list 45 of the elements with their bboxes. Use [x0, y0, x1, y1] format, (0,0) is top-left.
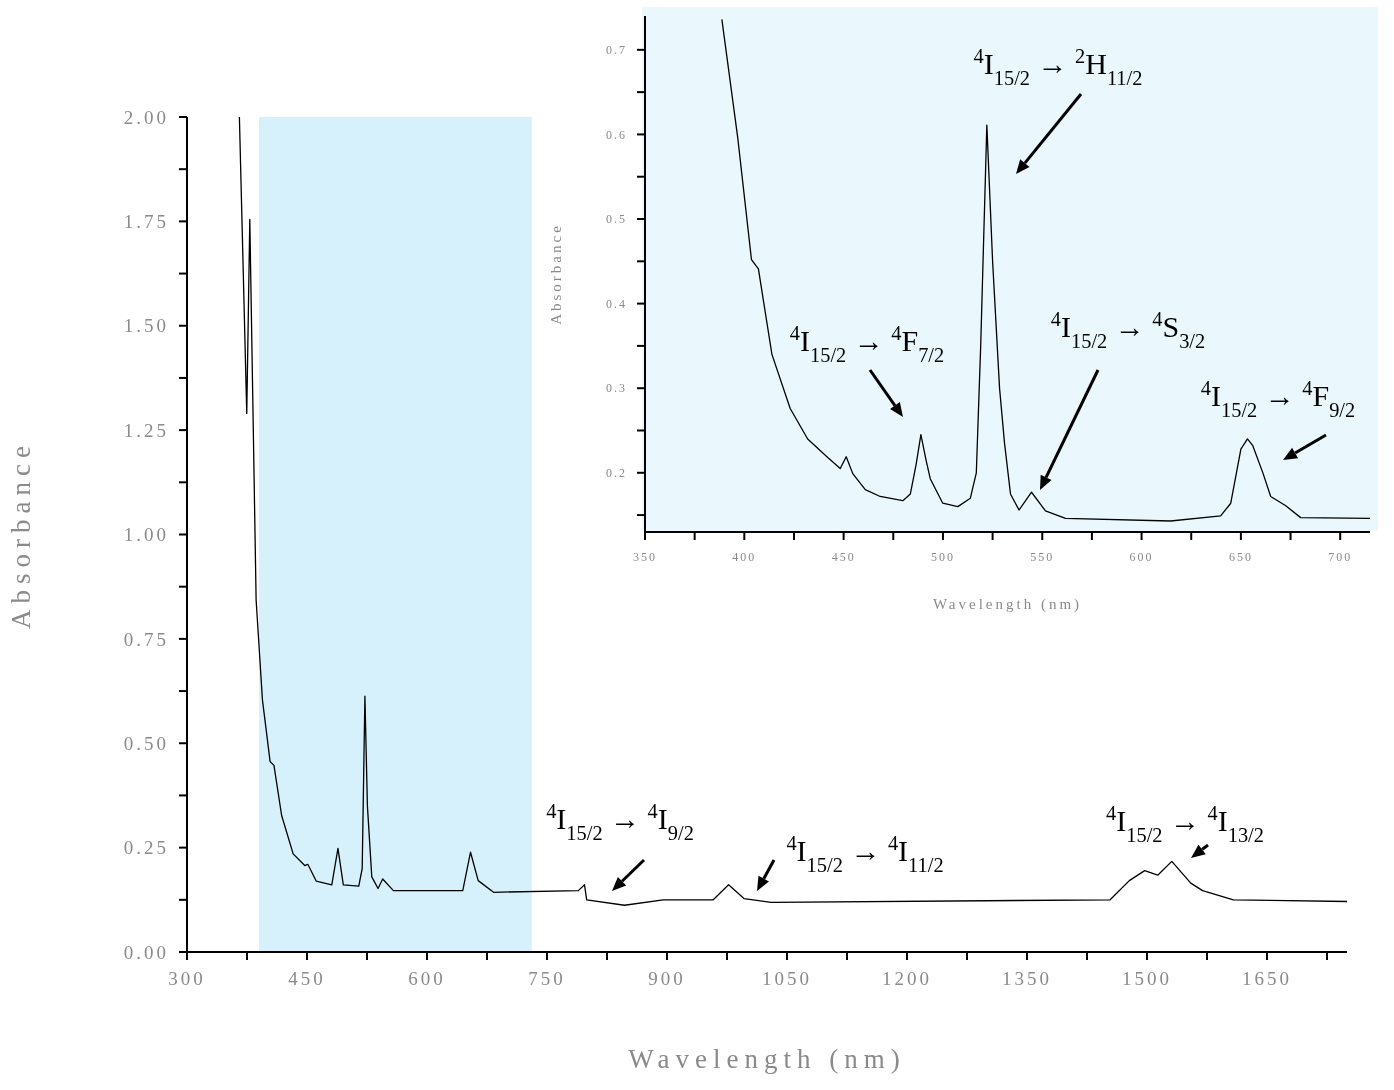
annotation: $^{4}$I$_{15/2}$ → $^{4}$F$_{7/2}$: [789, 322, 945, 366]
line-series: [721, 18, 1370, 522]
x-tick-label: 300: [168, 968, 206, 990]
x-tick-label: 600: [408, 968, 446, 990]
y-axis-title: Absorbance: [5, 440, 36, 629]
y-tick-label: 1.75: [123, 211, 169, 233]
y-tick-label: 0.3: [606, 381, 627, 396]
x-tick-label: 1500: [1122, 968, 1172, 990]
y-tick-label: 0.75: [123, 628, 169, 650]
x-tick-label: 750: [528, 968, 566, 990]
y-tick-label: 1.00: [123, 524, 169, 546]
y-tick-label: 1.25: [123, 419, 169, 441]
y-tick-label: 0.50: [123, 732, 169, 754]
y-tick-label: 0.4: [606, 296, 627, 311]
y-tick-label: 0.5: [606, 212, 627, 227]
annotation: $^{4}$I$_{15/2}$ → $^{4}$I$_{9/2}$: [546, 800, 694, 844]
y-tick-label: 1.50: [123, 315, 169, 337]
x-tick-label: 650: [1228, 549, 1253, 564]
x-tick-label: 450: [288, 968, 326, 990]
x-tick-label: 400: [732, 549, 757, 564]
annotation: $^{4}$I$_{15/2}$ → $^{4}$I$_{13/2}$: [1106, 802, 1264, 846]
x-axis-title: Wavelength (nm): [628, 1044, 906, 1074]
x-tick-label: 450: [831, 549, 856, 564]
x-tick-label: 1350: [1002, 968, 1052, 990]
x-tick-label: 500: [930, 549, 955, 564]
annotation: $^{4}$I$_{15/2}$ → $^{4}$F$_{9/2}$: [1200, 377, 1356, 421]
y-tick-label: 0.00: [123, 941, 169, 963]
x-axis-title: Wavelength (nm): [932, 596, 1083, 613]
x-tick-label: 700: [1328, 549, 1353, 564]
y-tick-label: 0.6: [606, 127, 627, 142]
x-tick-label: 350: [633, 549, 657, 564]
y-tick-label: 0.25: [123, 837, 169, 859]
y-tick-label: 0.7: [606, 43, 627, 58]
annotation: $^{4}$I$_{15/2}$ → $^{2}$H$_{11/2}$: [973, 45, 1143, 89]
annotation: $^{4}$I$_{15/2}$ → $^{4}$S$_{3/2}$: [1050, 308, 1206, 352]
x-tick-label: 1050: [762, 968, 812, 990]
x-tick-label: 1200: [882, 968, 932, 990]
annotation: $^{4}$I$_{15/2}$ → $^{4}$I$_{11/2}$: [786, 832, 944, 876]
x-tick-label: 1650: [1242, 968, 1292, 990]
x-tick-label: 550: [1030, 549, 1055, 564]
y-tick-label: 2.00: [123, 106, 169, 128]
x-tick-label: 900: [648, 968, 686, 990]
y-axis-title: Absorbance: [548, 223, 565, 325]
y-tick-label: 0.2: [606, 466, 627, 481]
x-tick-label: 600: [1129, 549, 1154, 564]
